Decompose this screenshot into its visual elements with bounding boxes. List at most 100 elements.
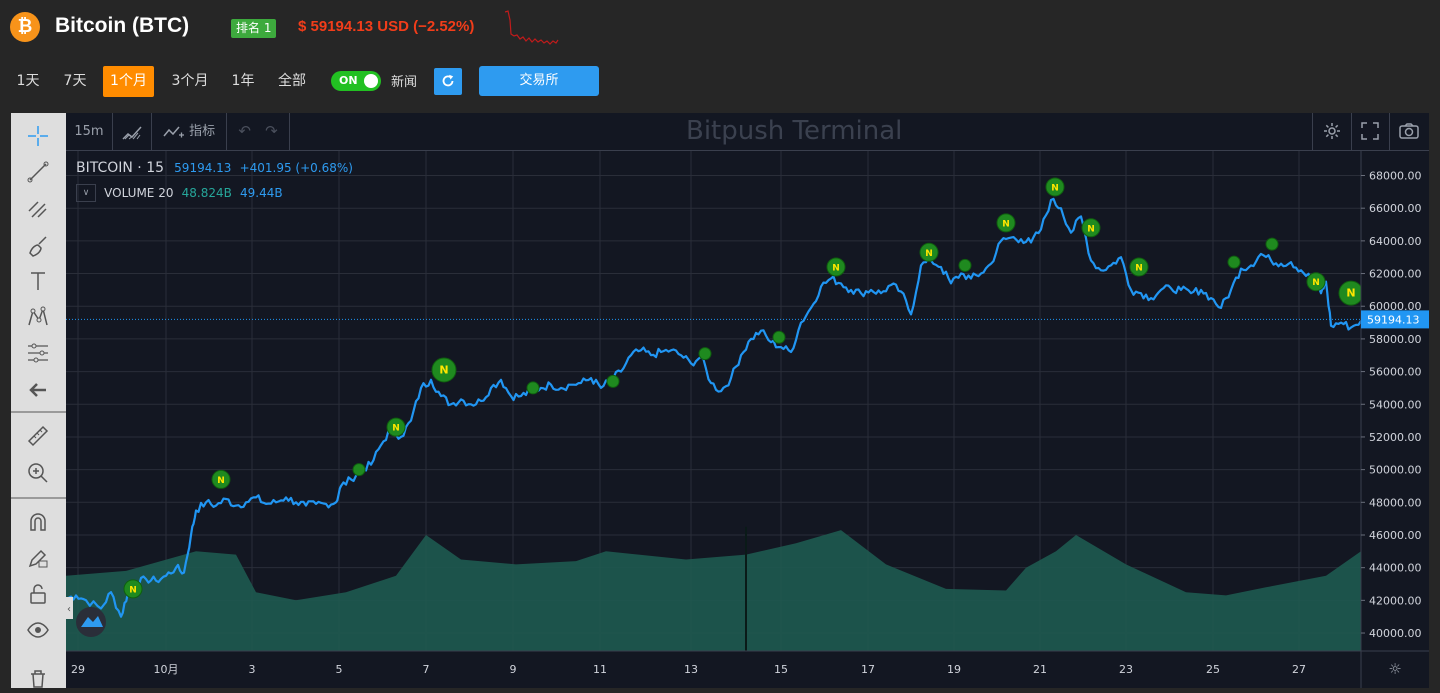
x-tick-label: 21 bbox=[1033, 663, 1047, 676]
collapse-legend-button[interactable]: ∨ bbox=[76, 184, 96, 202]
exchange-button[interactable]: 交易所 bbox=[479, 66, 599, 96]
settings-button[interactable] bbox=[1312, 113, 1352, 150]
news-marker-circle bbox=[606, 374, 620, 388]
crosshair-tool[interactable] bbox=[21, 121, 55, 151]
fullscreen-icon bbox=[1361, 122, 1379, 140]
zoom-tool[interactable] bbox=[21, 458, 55, 488]
y-tick-label: 54000.00 bbox=[1369, 398, 1422, 411]
refresh-button[interactable] bbox=[434, 68, 462, 95]
news-marker-circle bbox=[1227, 255, 1241, 269]
news-marker[interactable] bbox=[352, 463, 366, 477]
news-marker-label: N bbox=[832, 264, 840, 274]
x-tick-label: 9 bbox=[510, 663, 517, 676]
news-marker[interactable] bbox=[698, 347, 712, 361]
news-marker[interactable] bbox=[958, 258, 972, 272]
y-axis-background bbox=[1361, 151, 1429, 688]
news-marker-label: N bbox=[1002, 219, 1010, 229]
price-chart[interactable]: N N N N N N N N N N N N ‹ 40000.00 42000.00 44000.00 46… bbox=[66, 151, 1429, 688]
range-1d-button[interactable]: 1天 bbox=[16, 73, 40, 89]
news-marker[interactable]: N bbox=[211, 469, 231, 489]
brush-tool[interactable] bbox=[21, 230, 55, 260]
y-tick-label: 46000.00 bbox=[1369, 529, 1422, 542]
volume-legend: ∨ VOLUME 20 48.824B 49.44B bbox=[76, 184, 283, 202]
news-marker[interactable]: N bbox=[1081, 218, 1101, 238]
area-chart-icon bbox=[122, 126, 142, 140]
undo-icon[interactable]: ↶ bbox=[238, 122, 251, 140]
legend-price: 59194.13 bbox=[174, 161, 232, 175]
redo-icon[interactable]: ↷ bbox=[265, 122, 278, 140]
pitchfork-tool[interactable] bbox=[21, 194, 55, 224]
y-tick-label: 50000.00 bbox=[1369, 464, 1422, 477]
news-marker[interactable] bbox=[526, 381, 540, 395]
x-tick-label: 3 bbox=[249, 663, 256, 676]
x-tick-label: 13 bbox=[684, 663, 698, 676]
axis-settings-icon[interactable]: ☼ bbox=[1388, 660, 1401, 678]
y-tick-label: 42000.00 bbox=[1369, 594, 1422, 607]
prediction-tool[interactable] bbox=[21, 338, 55, 368]
range-1m-button[interactable]: 1个月 bbox=[103, 66, 154, 97]
y-tick-label: 44000.00 bbox=[1369, 562, 1422, 575]
pattern-tool[interactable] bbox=[21, 302, 55, 332]
news-marker[interactable]: N bbox=[1338, 280, 1364, 306]
lock-tool[interactable] bbox=[21, 579, 55, 609]
news-toggle[interactable]: ON bbox=[331, 71, 381, 91]
news-marker-circle bbox=[1265, 237, 1279, 251]
rank-badge: 排名 1 bbox=[231, 19, 277, 38]
y-tick-label: 60000.00 bbox=[1369, 300, 1422, 313]
trash-tool[interactable] bbox=[21, 663, 55, 693]
news-marker-circle bbox=[1306, 272, 1326, 292]
news-marker[interactable] bbox=[772, 330, 786, 344]
x-tick-label: 7 bbox=[423, 663, 430, 676]
news-marker[interactable]: N bbox=[919, 242, 939, 262]
news-marker[interactable]: N bbox=[1045, 177, 1065, 197]
news-marker-label: N bbox=[217, 476, 225, 486]
text-tool[interactable] bbox=[21, 266, 55, 296]
news-marker[interactable]: N bbox=[996, 213, 1016, 233]
news-marker-circle bbox=[1081, 218, 1101, 238]
back-tool[interactable] bbox=[21, 375, 55, 405]
y-tick-label: 56000.00 bbox=[1369, 366, 1422, 379]
news-marker-circle bbox=[386, 417, 406, 437]
range-7d-button[interactable]: 7天 bbox=[63, 73, 87, 89]
watermark: Bitpush Terminal bbox=[686, 116, 903, 146]
trendline-tool[interactable] bbox=[21, 157, 55, 187]
news-markers[interactable]: N N N N N N N N N N N N ‹ bbox=[66, 177, 1364, 637]
news-marker[interactable]: N bbox=[1306, 272, 1326, 292]
news-marker[interactable] bbox=[1227, 255, 1241, 269]
bitpush-logo-icon[interactable] bbox=[76, 607, 106, 637]
news-marker[interactable]: N bbox=[431, 357, 457, 383]
range-3m-button[interactable]: 3个月 bbox=[171, 73, 209, 89]
indicators-button[interactable]: 指标 bbox=[152, 113, 227, 150]
visibility-tool[interactable] bbox=[21, 615, 55, 645]
price-change-text: $ 59194.13 USD (−2.52%) bbox=[298, 18, 475, 35]
volume-series bbox=[66, 526, 1361, 651]
fullscreen-button[interactable] bbox=[1351, 113, 1390, 150]
collapse-toolbar-tab bbox=[66, 597, 73, 619]
controls-bar: 1天 7天 1个月 3个月 1年 全部 ON 新闻 交易所 bbox=[0, 62, 1440, 102]
x-tick-label: 27 bbox=[1292, 663, 1306, 676]
magnet-icon bbox=[30, 513, 46, 531]
pattern-icon bbox=[28, 306, 48, 326]
ruler-tool[interactable] bbox=[21, 421, 55, 451]
news-marker[interactable] bbox=[1265, 237, 1279, 251]
news-toggle-state: ON bbox=[339, 74, 358, 87]
news-marker-label: N bbox=[1135, 264, 1143, 274]
news-marker[interactable]: N bbox=[123, 579, 143, 599]
news-marker[interactable]: N bbox=[1129, 257, 1149, 277]
bitcoin-logo-icon: ₿ bbox=[10, 12, 40, 42]
news-marker[interactable]: N bbox=[386, 417, 406, 437]
news-marker-circle bbox=[352, 463, 366, 477]
range-1y-button[interactable]: 1年 bbox=[231, 73, 255, 89]
brush-icon bbox=[29, 236, 47, 257]
news-marker[interactable] bbox=[606, 374, 620, 388]
collapse-toolbar-button[interactable]: ‹ bbox=[66, 597, 73, 619]
news-marker[interactable]: N bbox=[826, 257, 846, 277]
drawing-toolbar bbox=[11, 113, 66, 688]
chart-style-button[interactable] bbox=[113, 113, 152, 150]
screenshot-button[interactable] bbox=[1390, 113, 1428, 150]
news-marker-label: N bbox=[1312, 278, 1320, 288]
interval-button[interactable]: 15m bbox=[66, 113, 113, 150]
range-all-button[interactable]: 全部 bbox=[278, 73, 306, 89]
stay-drawing-tool[interactable] bbox=[21, 543, 55, 573]
magnet-tool[interactable] bbox=[21, 507, 55, 537]
